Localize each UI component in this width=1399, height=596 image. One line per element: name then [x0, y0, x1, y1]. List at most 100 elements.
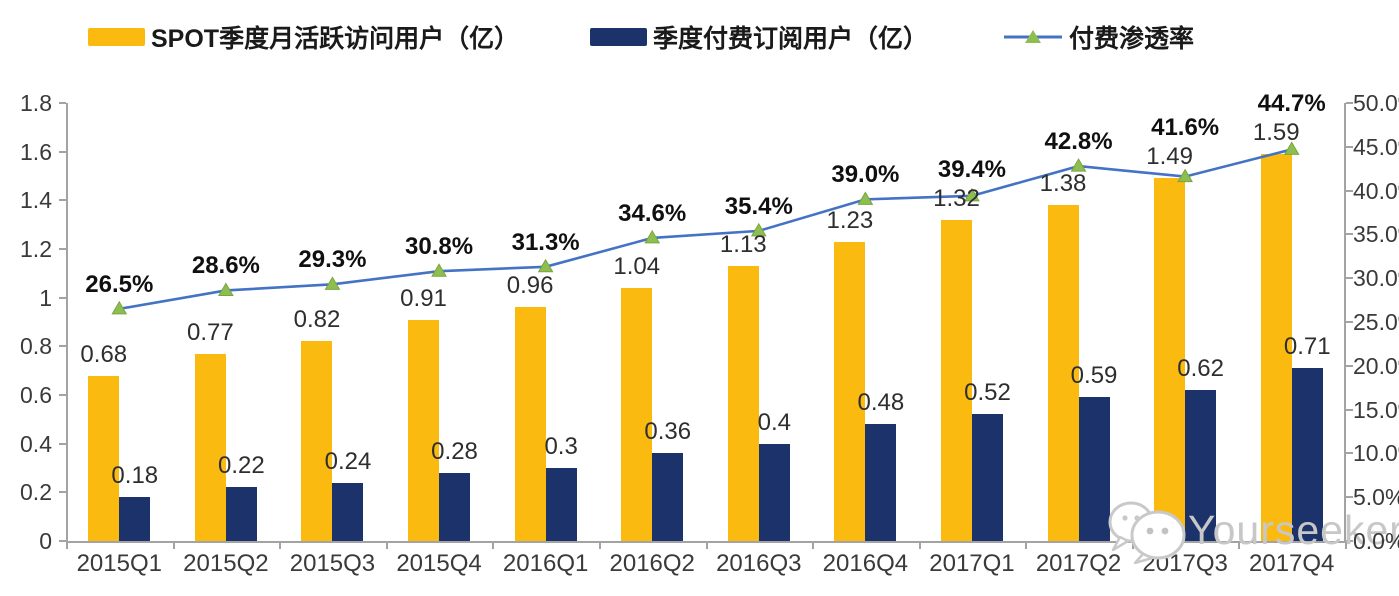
subs-bar [1078, 397, 1110, 541]
wechat-icon [1108, 501, 1186, 564]
subs-bar [1185, 390, 1217, 541]
penetration-point-label: 30.8% [405, 233, 474, 261]
penetration-legend-marker-icon [1004, 30, 1062, 43]
penetration-legend-label: 付费渗透率 [1069, 25, 1195, 53]
penetration-point-label: 26.5% [85, 270, 154, 298]
x-axis-label: 2016Q1 [502, 550, 589, 577]
y-axis-left-tick [59, 199, 66, 202]
mau-bar-label: 1.59 [1252, 119, 1300, 147]
legend-item-mau: SPOT季度月活跃访问用户（亿） [88, 19, 519, 55]
subs-legend-label: 季度付费订阅用户（亿） [653, 25, 929, 53]
penetration-point-label: 39.0% [831, 161, 900, 189]
x-axis-tick [66, 543, 68, 549]
x-axis-tick [1238, 543, 1241, 549]
penetration-point-label: 42.8% [1044, 128, 1113, 156]
x-axis-tick [705, 543, 708, 549]
mau-bar [621, 287, 653, 541]
y-axis-right-label: 25.0% [1353, 309, 1399, 335]
mau-bar-label: 1.49 [1146, 143, 1193, 171]
mau-bar-label: 1.04 [613, 252, 661, 280]
subs-bar-label: 0.36 [644, 418, 692, 446]
subs-bar [439, 472, 471, 541]
y-axis-left-label: 0.4 [20, 430, 52, 457]
y-axis-right-tick [1346, 364, 1353, 367]
x-axis-tick [1345, 543, 1347, 549]
penetration-line [119, 148, 1293, 311]
x-axis-tick [812, 543, 815, 549]
subs-bar-label: 0.59 [1070, 362, 1118, 390]
y-axis-left-tick [59, 345, 66, 348]
y-axis-left-label: 0 [39, 528, 52, 554]
watermark-text: Yourseeker [1188, 506, 1399, 553]
y-axis-right-label: 50.0% [1353, 90, 1399, 116]
x-axis-tick [918, 543, 921, 549]
penetration-point-label: 34.6% [618, 199, 687, 227]
y-axis-right-tick [1346, 277, 1353, 280]
penetration-marker-icon [644, 229, 661, 244]
subs-bar-label: 0.71 [1283, 333, 1331, 361]
subs-bar [1291, 368, 1323, 541]
subs-bar-label: 0.4 [757, 408, 791, 436]
penetration-point-label: 31.3% [511, 228, 580, 256]
mau-bar-label: 0.68 [80, 340, 128, 368]
mau-bar [727, 266, 759, 541]
penetration-marker-icon [537, 258, 554, 273]
y-axis-left-label: 0.8 [20, 333, 52, 360]
x-axis-label: 2017Q2 [1035, 550, 1122, 577]
y-axis-right-label: 30.0% [1353, 265, 1399, 292]
y-axis-right-label: 0.0% [1353, 528, 1399, 554]
x-axis-label: 2015Q1 [76, 550, 162, 577]
y-axis-left-label: 1 [39, 284, 52, 311]
subs-bar [225, 487, 257, 541]
subs-bar-label: 0.48 [857, 389, 905, 417]
y-axis-right-tick [1346, 452, 1353, 455]
y-axis-left-tick [59, 248, 66, 250]
mau-bar-label: 0.91 [400, 284, 447, 312]
y-axis-left-label: 1.4 [20, 187, 52, 214]
x-axis-label: 2016Q3 [716, 550, 802, 577]
y-axis-left-label: 0.2 [20, 479, 52, 506]
subs-bar [758, 443, 790, 541]
mau-bar-label: 1.23 [826, 206, 874, 234]
mau-bar [408, 319, 440, 541]
y-axis-right-tick [1346, 233, 1353, 236]
mau-bar-label: 0.82 [293, 306, 341, 334]
y-axis-left-label: 1.2 [20, 236, 52, 262]
subs-bar [865, 424, 897, 541]
y-axis-right-label: 15.0% [1353, 396, 1399, 423]
y-axis-left-line [66, 103, 68, 543]
y-axis-right-label: 20.0% [1353, 352, 1399, 379]
y-axis-right-line [1344, 103, 1346, 543]
x-axis-line [66, 541, 1347, 543]
x-axis-label: 2016Q2 [609, 550, 695, 577]
y-axis-right-label: 40.0% [1353, 177, 1399, 204]
subs-bar [119, 497, 151, 541]
x-axis-tick [1131, 543, 1134, 549]
penetration-marker-icon [218, 282, 234, 296]
subs-bar [652, 453, 684, 541]
penetration-point-label: 35.4% [724, 192, 793, 220]
y-axis-right-label: 45.0% [1353, 133, 1399, 160]
y-axis-right-tick [1346, 408, 1353, 411]
y-axis-right-label: 35.0% [1353, 221, 1399, 248]
penetration-marker-icon [431, 263, 447, 277]
x-axis-tick [172, 543, 175, 549]
subs-bar-label: 0.24 [324, 447, 372, 475]
y-axis-left-tick [59, 394, 66, 396]
mau-bar [514, 307, 546, 541]
penetration-point-label: 39.4% [937, 155, 1006, 183]
subs-legend-swatch [590, 28, 647, 46]
x-axis-tick [1025, 543, 1028, 549]
penetration-point-label: 41.6% [1151, 114, 1220, 142]
x-axis-label: 2015Q3 [289, 550, 376, 577]
mau-bar-label: 1.38 [1039, 170, 1087, 198]
mau-bar-label: 1.13 [719, 231, 767, 259]
mau-bar [194, 353, 226, 541]
y-axis-left-label: 1.8 [20, 90, 52, 116]
subs-bar-label: 0.3 [544, 433, 578, 460]
subs-bar [332, 482, 364, 541]
subs-bar-label: 0.52 [964, 379, 1011, 407]
y-axis-left-label: 1.6 [20, 138, 52, 165]
x-axis-tick [385, 543, 388, 549]
